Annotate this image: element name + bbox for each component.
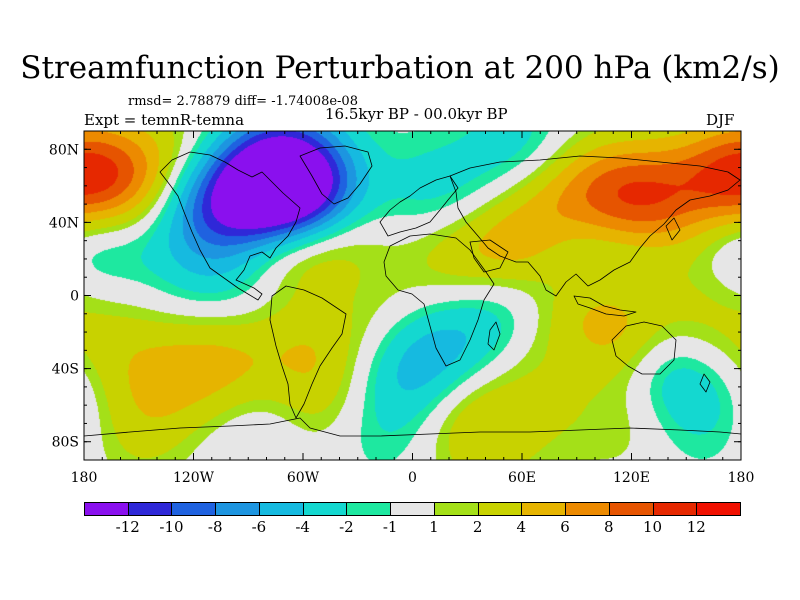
colorbar-label: -1 [382,518,398,536]
lon-tick-label: 120W [173,470,215,486]
colorbar-label: -8 [207,518,223,536]
streamfunction-map [84,131,741,460]
coast-australia [611,321,677,375]
lat-tick-label: 40N [49,215,79,231]
colorbar-swatch [171,502,217,516]
colorbar-label: 12 [686,518,706,536]
coast-europe [379,175,459,237]
coast-north-america [159,151,301,301]
map-frame [83,130,742,461]
coast-asia [449,155,741,297]
lon-tick-label: 180 [728,470,755,486]
colorbar [84,502,741,516]
colorbar-label: 1 [429,518,439,536]
lat-tick-label: 80S [52,435,79,451]
coast-japan [665,217,681,241]
period-label: 16.5kyr BP - 00.0kyr BP [325,105,508,123]
axis-ticks [83,130,742,461]
colorbar-swatch [477,502,523,516]
axis-tick-labels: 80N 40N 0 40S 80S 180 120W 60W 0 60E 120E 180 [49,142,754,486]
colorbar-label: 8 [604,518,614,536]
colorbar-swatch [215,502,260,516]
colorbar-swatch [433,502,479,516]
colorbar-swatch [258,502,304,516]
coast-arabia [469,239,509,273]
colorbar-swatch [608,502,654,516]
colorbar-swatch [127,502,173,516]
colorbar-swatch [84,502,129,516]
colorbar-swatch [302,502,348,516]
season-label: DJF [706,111,735,129]
coast-greenland [299,145,373,205]
stats-label: rmsd= 2.78879 diff= -1.74008e-08 [128,94,358,109]
colorbar-swatch [652,502,698,516]
coast-africa [383,233,495,367]
coastlines [83,145,742,437]
colorbar-label: -4 [295,518,310,536]
lat-tick-label: 40S [52,362,79,378]
lon-tick-label: 60W [287,470,320,486]
colorbar-swatch [346,502,392,516]
lon-tick-label: 0 [408,470,417,486]
plot-title: Streamfunction Perturbation at 200 hPa (… [20,50,780,86]
colorbar-label: -10 [159,518,184,536]
colorbar-label: 10 [642,518,663,536]
colorbar-label: -12 [115,518,140,536]
colorbar-swatch [521,502,567,516]
coast-new-zealand [699,373,711,393]
colorbar-label: -2 [339,518,354,536]
colorbar-label: 6 [560,518,570,536]
lat-tick-label: 80N [49,142,79,158]
colorbar-swatch [390,502,435,516]
colorbar-swatch [696,502,741,516]
coast-south-america [269,285,347,419]
lon-tick-label: 180 [71,470,98,486]
coast-indonesia [573,295,637,317]
lon-tick-label: 60E [508,470,536,486]
experiment-label: Expt = temnR-temna [84,111,245,129]
colorbar-label: 4 [516,518,527,536]
lon-tick-label: 120E [613,470,650,486]
coast-antarctica [83,417,742,437]
colorbar-label: 2 [472,518,483,536]
colorbar-swatch [565,502,610,516]
coast-madagascar [487,321,501,351]
lat-tick-label: 0 [70,289,79,305]
colorbar-label: -6 [251,518,267,536]
